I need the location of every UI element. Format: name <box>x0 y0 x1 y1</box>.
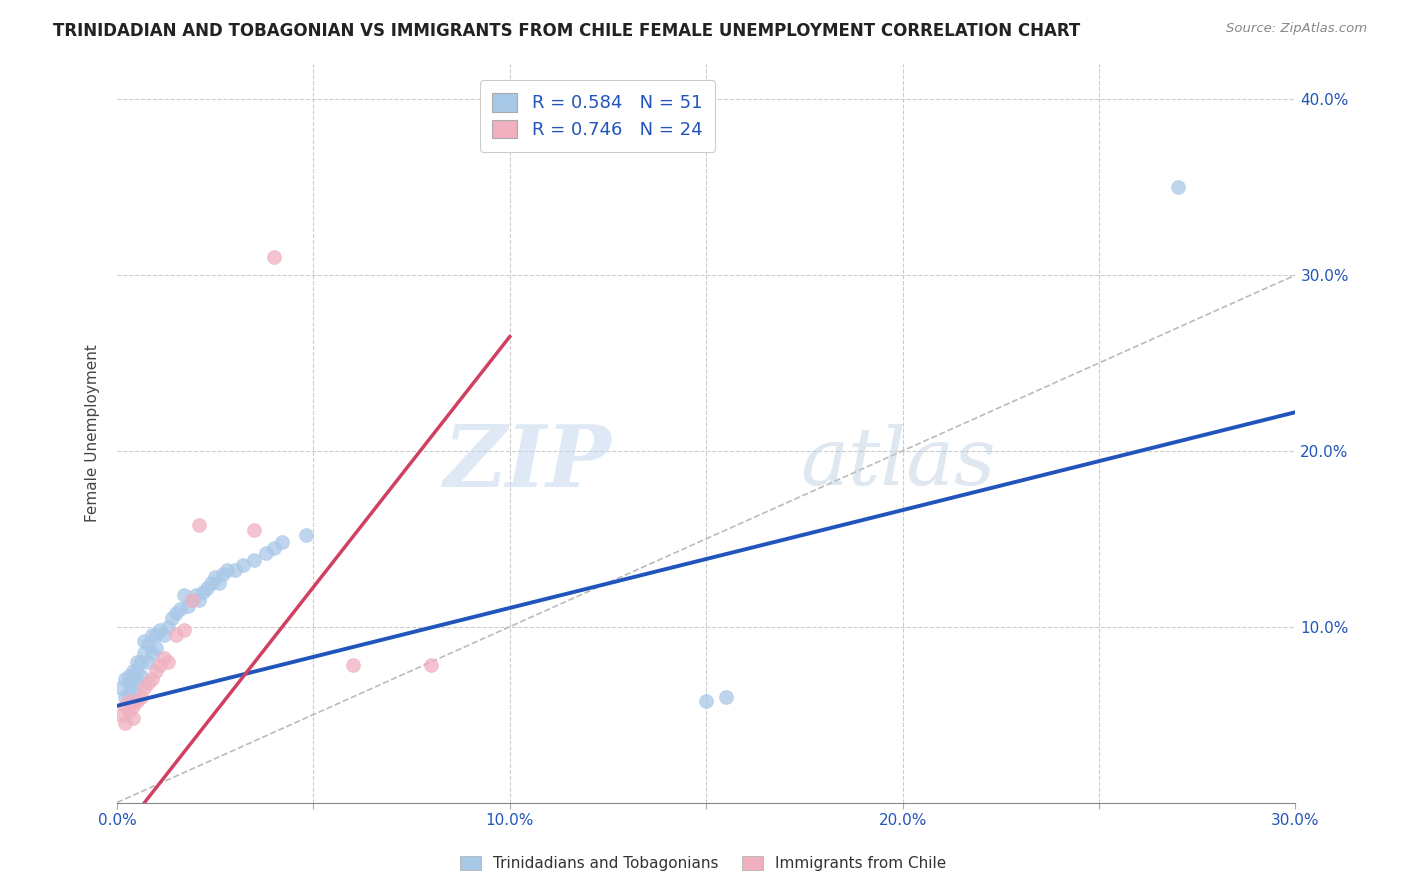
Point <box>243 523 266 537</box>
Point <box>153 628 176 642</box>
Point <box>342 658 364 673</box>
Point <box>200 575 222 590</box>
Text: ZIP: ZIP <box>444 421 612 505</box>
Point <box>110 707 132 722</box>
Point <box>121 685 143 699</box>
Point <box>204 570 226 584</box>
Point <box>254 546 277 560</box>
Text: Source: ZipAtlas.com: Source: ZipAtlas.com <box>1226 22 1367 36</box>
Point <box>271 535 294 549</box>
Point <box>145 640 167 655</box>
Point <box>263 541 285 555</box>
Point <box>193 584 215 599</box>
Point <box>134 681 156 696</box>
Point <box>149 624 172 638</box>
Point <box>129 655 152 669</box>
Point <box>153 651 176 665</box>
Point <box>145 628 167 642</box>
Point <box>169 602 191 616</box>
Legend: Trinidadians and Tobagonians, Immigrants from Chile: Trinidadians and Tobagonians, Immigrants… <box>454 849 952 877</box>
Point <box>212 566 235 581</box>
Point <box>114 673 136 687</box>
Point <box>184 588 207 602</box>
Point <box>118 676 141 690</box>
Point <box>232 558 254 573</box>
Point <box>160 611 183 625</box>
Point <box>188 517 211 532</box>
Point <box>714 690 737 704</box>
Legend: R = 0.584   N = 51, R = 0.746   N = 24: R = 0.584 N = 51, R = 0.746 N = 24 <box>479 80 716 152</box>
Point <box>141 628 163 642</box>
Point <box>173 588 195 602</box>
Point <box>125 664 148 678</box>
Point <box>157 620 180 634</box>
Point <box>145 664 167 678</box>
Point <box>141 673 163 687</box>
Point <box>695 693 717 707</box>
Point <box>134 633 156 648</box>
Point <box>125 676 148 690</box>
Point <box>180 593 202 607</box>
Point <box>114 716 136 731</box>
Point <box>121 711 143 725</box>
Text: TRINIDADIAN AND TOBAGONIAN VS IMMIGRANTS FROM CHILE FEMALE UNEMPLOYMENT CORRELAT: TRINIDADIAN AND TOBAGONIAN VS IMMIGRANTS… <box>53 22 1081 40</box>
Point <box>195 581 218 595</box>
Point <box>118 704 141 718</box>
Point <box>165 606 187 620</box>
Point <box>188 593 211 607</box>
Point <box>157 655 180 669</box>
Point <box>129 669 152 683</box>
Point <box>294 528 316 542</box>
Point <box>208 575 231 590</box>
Point <box>118 686 141 700</box>
Point <box>125 693 148 707</box>
Point <box>180 593 202 607</box>
Point <box>134 646 156 660</box>
Y-axis label: Female Unemployment: Female Unemployment <box>86 344 100 522</box>
Point <box>176 599 198 613</box>
Point <box>114 698 136 713</box>
Point <box>420 658 443 673</box>
Point <box>129 690 152 704</box>
Point <box>243 553 266 567</box>
Point <box>1167 180 1189 194</box>
Point <box>121 698 143 713</box>
Point <box>149 658 172 673</box>
Point <box>224 564 246 578</box>
Point <box>215 564 238 578</box>
Point <box>118 669 141 683</box>
Point <box>121 693 143 707</box>
Point <box>121 673 143 687</box>
Text: atlas: atlas <box>800 424 995 501</box>
Point <box>114 690 136 704</box>
Point <box>173 624 195 638</box>
Point <box>118 693 141 707</box>
Point <box>110 681 132 696</box>
Point <box>138 637 160 651</box>
Point <box>141 646 163 660</box>
Point <box>138 676 160 690</box>
Point <box>165 628 187 642</box>
Point <box>138 655 160 669</box>
Point <box>263 251 285 265</box>
Point <box>125 655 148 669</box>
Point <box>121 664 143 678</box>
